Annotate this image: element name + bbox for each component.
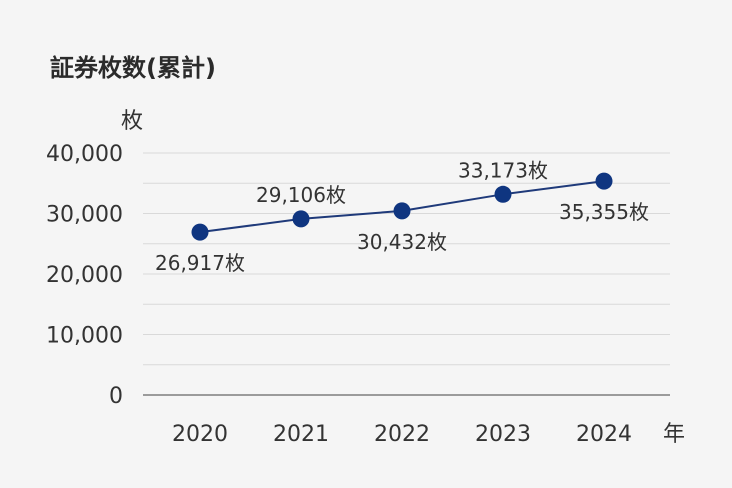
y-axis-unit: 枚	[121, 109, 143, 134]
x-tick-label: 2020	[172, 422, 228, 447]
x-tick-label: 2024	[576, 422, 632, 447]
chart-title: 証券枚数(累計)	[50, 54, 216, 82]
y-tick-label: 40,000	[46, 142, 123, 167]
data-label: 33,173枚	[458, 158, 548, 182]
data-label: 29,106枚	[256, 183, 346, 207]
y-tick-label: 30,000	[46, 203, 123, 228]
data-point	[494, 185, 512, 203]
y-tick-label: 20,000	[46, 263, 123, 288]
x-tick-labels: 2020 2021 2022 2023 2024	[172, 422, 632, 447]
data-labels: 26,917枚 29,106枚 30,432枚 33,173枚 35,355枚	[155, 158, 649, 275]
data-label: 35,355枚	[559, 200, 649, 224]
y-tick-labels: 40,000 30,000 20,000 10,000 0	[46, 142, 123, 409]
data-label: 30,432枚	[357, 230, 447, 254]
x-tick-label: 2022	[374, 422, 430, 447]
x-tick-label: 2023	[475, 422, 531, 447]
data-point	[595, 172, 613, 190]
data-label: 26,917枚	[155, 251, 245, 275]
x-tick-label: 2021	[273, 422, 329, 447]
data-point	[292, 210, 310, 228]
data-point	[393, 202, 411, 220]
y-tick-label: 0	[109, 384, 123, 409]
x-axis-unit: 年	[663, 422, 685, 447]
y-tick-label: 10,000	[46, 324, 123, 349]
series	[191, 172, 613, 241]
data-point	[191, 223, 209, 241]
